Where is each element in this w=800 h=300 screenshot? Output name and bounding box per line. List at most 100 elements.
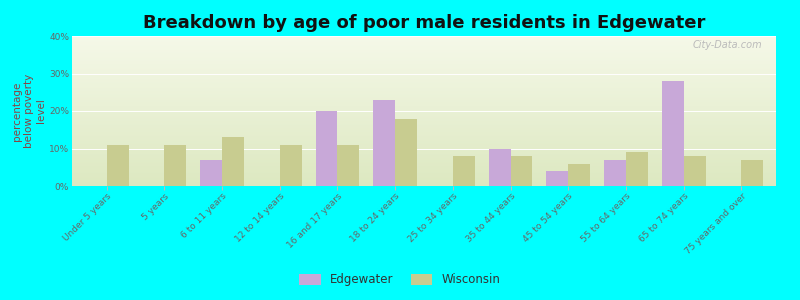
Bar xyxy=(72,129,776,130)
Bar xyxy=(72,52,776,53)
Bar xyxy=(222,137,244,186)
Bar xyxy=(72,153,776,154)
Bar xyxy=(72,151,776,152)
Bar xyxy=(72,68,776,69)
Bar xyxy=(72,66,776,67)
Bar xyxy=(72,97,776,98)
Bar xyxy=(72,56,776,57)
Bar xyxy=(72,103,776,104)
Bar xyxy=(72,98,776,99)
Bar xyxy=(72,125,776,126)
Bar xyxy=(72,140,776,141)
Bar xyxy=(72,120,776,121)
Bar xyxy=(72,82,776,83)
Bar xyxy=(72,170,776,171)
Bar xyxy=(72,48,776,49)
Bar xyxy=(72,104,776,105)
Bar xyxy=(626,152,648,186)
Bar xyxy=(72,168,776,169)
Bar xyxy=(72,105,776,106)
Bar xyxy=(72,54,776,55)
Bar xyxy=(72,118,776,119)
Bar xyxy=(72,78,776,79)
Bar xyxy=(338,145,359,186)
Bar xyxy=(72,157,776,158)
Bar xyxy=(72,184,776,185)
Bar xyxy=(72,122,776,123)
Bar xyxy=(72,61,776,62)
Bar xyxy=(72,88,776,89)
Bar xyxy=(72,36,776,37)
Bar xyxy=(72,116,776,117)
Bar xyxy=(72,175,776,176)
Bar xyxy=(72,63,776,64)
Bar xyxy=(72,164,776,165)
Bar xyxy=(72,77,776,78)
Bar xyxy=(72,57,776,58)
Bar xyxy=(72,147,776,148)
Text: City-Data.com: City-Data.com xyxy=(692,40,762,50)
Bar xyxy=(72,86,776,87)
Bar xyxy=(72,100,776,101)
Bar xyxy=(72,173,776,174)
Bar xyxy=(72,71,776,72)
Bar xyxy=(72,53,776,54)
Bar xyxy=(72,81,776,82)
Bar xyxy=(72,99,776,100)
Bar xyxy=(546,171,568,186)
Bar xyxy=(72,101,776,102)
Y-axis label: percentage
below poverty
level: percentage below poverty level xyxy=(11,74,46,148)
Bar xyxy=(72,58,776,59)
Bar xyxy=(72,51,776,52)
Bar xyxy=(72,171,776,172)
Bar xyxy=(72,110,776,111)
Bar xyxy=(72,100,776,101)
Bar xyxy=(72,65,776,66)
Bar xyxy=(72,162,776,163)
Bar xyxy=(72,142,776,143)
Bar xyxy=(72,182,776,183)
Bar xyxy=(72,80,776,81)
Bar xyxy=(72,118,776,119)
Bar xyxy=(72,158,776,159)
Bar xyxy=(72,83,776,84)
Bar xyxy=(72,135,776,136)
Bar xyxy=(72,96,776,97)
Bar xyxy=(72,94,776,95)
Bar xyxy=(200,160,222,186)
Bar xyxy=(106,145,129,186)
Bar xyxy=(684,156,706,186)
Bar xyxy=(315,111,338,186)
Bar xyxy=(72,130,776,131)
Bar xyxy=(72,139,776,140)
Bar xyxy=(72,148,776,149)
Bar xyxy=(374,100,395,186)
Bar xyxy=(72,166,776,167)
Bar xyxy=(395,118,417,186)
Bar xyxy=(280,145,302,186)
Bar xyxy=(72,42,776,43)
Bar xyxy=(72,109,776,110)
Bar xyxy=(72,119,776,120)
Bar xyxy=(72,41,776,42)
Bar xyxy=(72,131,776,132)
Bar xyxy=(72,126,776,127)
Bar xyxy=(72,169,776,170)
Bar xyxy=(72,152,776,153)
Bar xyxy=(72,102,776,103)
Bar xyxy=(72,113,776,114)
Bar xyxy=(72,137,776,138)
Bar xyxy=(489,148,510,186)
Bar xyxy=(72,180,776,181)
Bar xyxy=(72,167,776,168)
Bar xyxy=(72,79,776,80)
Bar xyxy=(72,46,776,47)
Bar xyxy=(72,176,776,177)
Bar xyxy=(72,40,776,41)
Bar xyxy=(72,112,776,113)
Bar xyxy=(72,134,776,135)
Bar xyxy=(72,38,776,39)
Bar xyxy=(72,82,776,83)
Bar xyxy=(72,161,776,162)
Bar xyxy=(72,163,776,164)
